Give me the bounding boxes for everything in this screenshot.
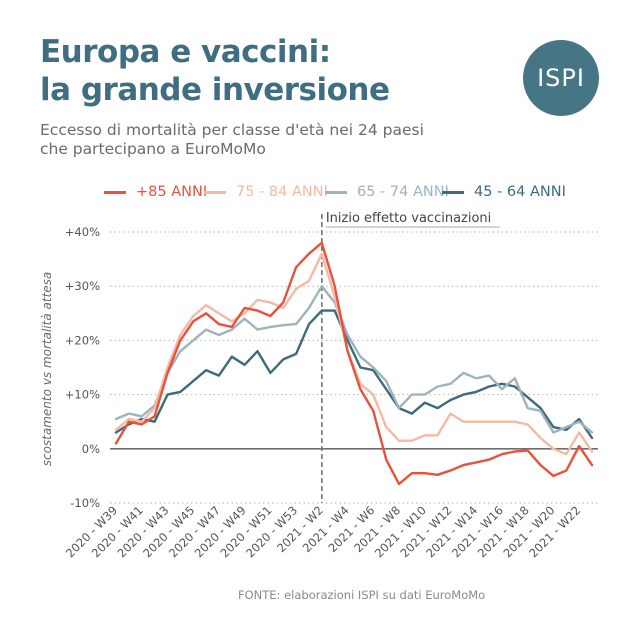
logo-text: ISPI: [537, 64, 585, 92]
series-line-3: [114, 309, 594, 440]
legend-swatch: [325, 190, 347, 194]
y-tick-label: -10%: [70, 496, 100, 510]
ispi-logo: ISPI: [523, 40, 599, 116]
legend-label: +85 ANNI: [136, 184, 208, 200]
vaccination-annotation: Inizio effetto vaccinazioni: [326, 211, 491, 226]
legend-item: 45 - 64 ANNI: [442, 182, 566, 202]
title-line-2: la grande inversione: [40, 72, 390, 108]
legend-label: 45 - 64 ANNI: [474, 184, 566, 200]
legend-swatch: [442, 190, 464, 194]
series-line-2: [114, 285, 594, 434]
y-tick-label: +10%: [65, 388, 100, 402]
y-tick-label: 0%: [82, 442, 100, 456]
y-tick-label: +20%: [65, 333, 100, 347]
title-line-1: Europa e vaccini:: [40, 34, 331, 70]
legend-item: +85 ANNI: [104, 182, 207, 202]
subtitle-line-2: che partecipano a EuroMoMo: [40, 140, 266, 158]
legend-item: 75 - 84 ANNI: [204, 182, 328, 202]
y-tick-label: +30%: [65, 279, 100, 293]
y-tick-label: +40%: [65, 225, 100, 239]
legend-label: 75 - 84 ANNI: [236, 184, 328, 200]
legend-label: 65 - 74 ANNI: [357, 184, 449, 200]
legend-swatch: [204, 190, 226, 194]
legend-item: 65 - 74 ANNI: [325, 182, 449, 202]
page-title: Europa e vaccini: la grande inversione: [40, 33, 390, 109]
series-line-0: [114, 241, 594, 486]
chart-legend: +85 ANNI 75 - 84 ANNI 65 - 74 ANNI 45 - 64 …: [104, 182, 614, 202]
page-subtitle: Eccesso di mortalità per classe d'età ne…: [40, 121, 424, 159]
legend-swatch: [104, 190, 126, 194]
subtitle-line-1: Eccesso di mortalità per classe d'età ne…: [40, 121, 424, 139]
source-note: FONTE: elaborazioni ISPI su dati EuroMoM…: [238, 588, 486, 602]
